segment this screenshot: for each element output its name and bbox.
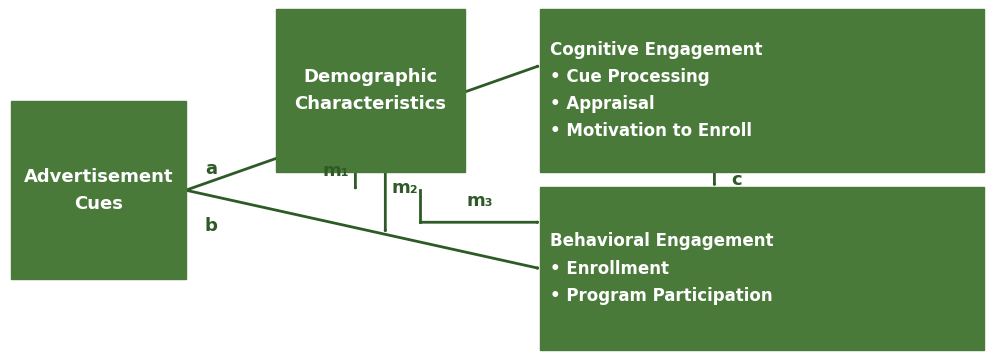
FancyBboxPatch shape xyxy=(276,9,465,172)
Text: Advertisement
Cues: Advertisement Cues xyxy=(24,168,173,213)
Text: Cognitive Engagement
• Cue Processing
• Appraisal
• Motivation to Enroll: Cognitive Engagement • Cue Processing • … xyxy=(550,41,762,140)
FancyBboxPatch shape xyxy=(540,187,984,350)
Text: Demographic
Characteristics: Demographic Characteristics xyxy=(294,68,446,113)
Text: a: a xyxy=(205,160,217,178)
Text: m₂: m₂ xyxy=(392,180,419,197)
Text: c: c xyxy=(731,171,742,188)
FancyBboxPatch shape xyxy=(11,101,186,279)
FancyBboxPatch shape xyxy=(540,9,984,172)
Text: m₃: m₃ xyxy=(467,192,493,210)
Text: Behavioral Engagement
• Enrollment
• Program Participation: Behavioral Engagement • Enrollment • Pro… xyxy=(550,233,773,305)
Text: b: b xyxy=(204,217,217,235)
Text: m₁: m₁ xyxy=(322,162,349,180)
